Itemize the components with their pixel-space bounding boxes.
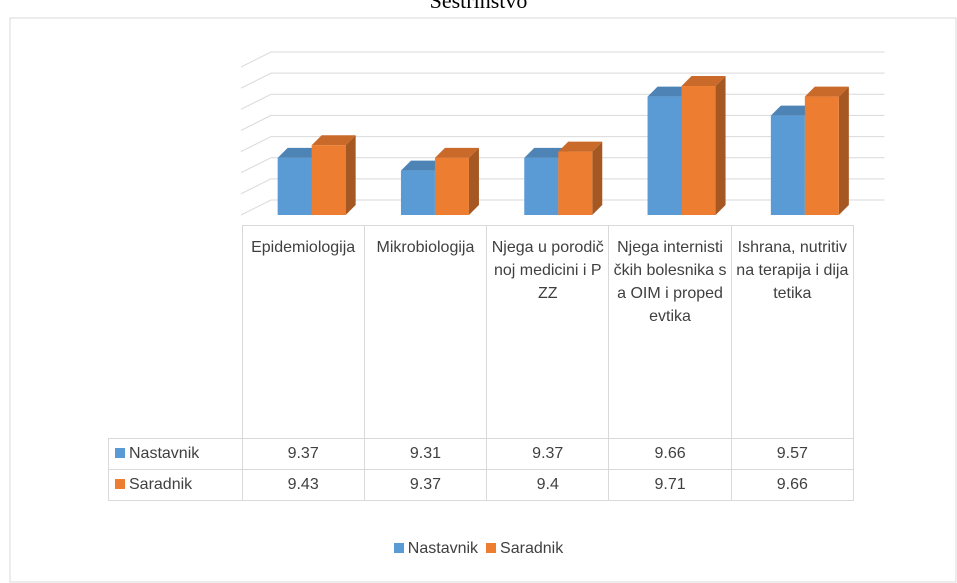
category-label: Epidemiologija [241,225,365,439]
grid-line [240,51,885,68]
bar-top [681,76,726,87]
category-label: Njega u porodičnoj medicini i PZZ [486,225,610,439]
bar-top [770,105,815,116]
value-label: 9.31 [363,438,488,470]
category-label: Njega internističkih bolesnika sa OIM i … [608,225,732,439]
legend-item: Saradnik [486,540,563,557]
series-label: Nastavnik [108,438,243,470]
bar-front [681,86,716,216]
bar-front [311,145,346,215]
bar-top [311,135,356,146]
category-label: Mikrobiologija [363,225,488,439]
bar-front [804,96,839,215]
legend-swatch [393,543,404,553]
value-label: 9.4 [486,469,610,501]
grid-line [240,72,885,89]
bar-side [345,135,356,215]
bar-front [770,115,805,215]
value-label: 9.57 [730,438,854,470]
table-corner [108,225,243,439]
bar-top [277,147,322,158]
value-label: 9.66 [608,438,732,470]
bar-side [592,141,603,215]
category-label: Ishrana, nutritivna terapija i dijatetik… [730,225,854,439]
bar-front [558,151,593,215]
legend-label: Saradnik [500,540,564,557]
bar-top [434,147,479,158]
value-label: 9.43 [241,469,365,501]
bar-side [838,86,849,215]
bar [434,147,479,215]
value-label: 9.71 [608,469,732,501]
series-label: Saradnik [108,469,243,501]
legend-swatch [486,543,497,553]
table-row: Saradnik 9.43 9.37 9.4 9.71 9.66 [108,469,854,501]
value-label: 9.37 [363,469,488,501]
bar-side [715,76,726,216]
bar-top [647,86,692,97]
bar [804,86,849,215]
legend-swatch [115,479,125,489]
table-row: Nastavnik 9.37 9.31 9.37 9.66 9.57 [108,438,854,470]
series-name: Saradnik [129,476,193,493]
bar [558,141,603,215]
data-table: Epidemiologija Mikrobiologija Njega u poro… [108,225,854,501]
value-label: 9.37 [486,438,610,470]
value-label: 9.37 [241,438,365,470]
series-name: Nastavnik [129,445,200,462]
legend-label: Nastavnik [407,540,479,557]
value-label: 9.66 [730,469,854,501]
bar-top [524,147,569,158]
bar-front [277,157,312,215]
bar [311,135,356,215]
bar [681,76,726,216]
bar-top [804,86,849,97]
chart-title: Sestrinstvo [429,0,528,13]
bar-front [647,96,682,215]
legend-swatch [115,448,125,458]
bar-front [434,157,469,215]
legend: Nastavnik Saradnik [0,540,957,558]
bar-front [524,157,559,215]
bar-top [400,160,445,171]
bar-side [468,147,479,215]
bar-front [400,170,435,215]
legend-item: Nastavnik [393,540,479,557]
table-row: Epidemiologija Mikrobiologija Njega u poro… [108,225,854,439]
bar-top [558,141,603,152]
